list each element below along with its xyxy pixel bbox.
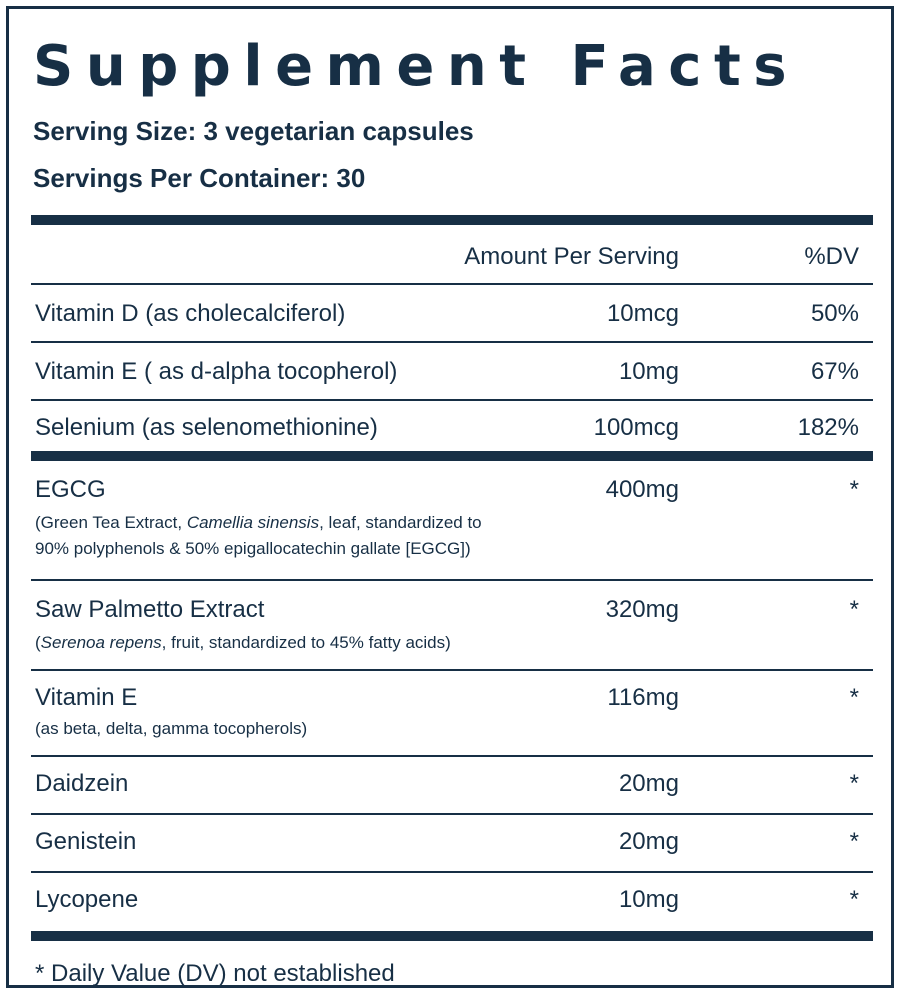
nutrient-name: Vitamin D (as cholecalciferol): [35, 300, 346, 327]
nutrient-amount: 320mg: [605, 596, 679, 623]
nutrient-row: Vitamin D (as cholecalciferol) 10mcg 50%: [31, 287, 873, 341]
divider: [31, 399, 873, 401]
column-header: Amount Per Serving %DV: [31, 231, 873, 283]
nutrient-amount: 20mg: [618, 828, 679, 855]
nutrient-amount: 10mg: [618, 886, 679, 913]
nutrient-name: Daidzein: [35, 770, 129, 797]
nutrient-dv: *: [849, 684, 859, 711]
nutrient-name: Vitamin E: [35, 684, 138, 711]
servings-per-container: Servings Per Container: 30: [33, 163, 366, 193]
nutrient-name: Lycopene: [35, 886, 139, 913]
nutrient-row: Saw Palmetto Extract 320mg * (Serenoa re…: [31, 583, 873, 669]
nutrient-row: Vitamin E 116mg * (as beta, delta, gamma…: [31, 671, 873, 755]
serving-size: Serving Size: 3 vegetarian capsules: [33, 116, 474, 146]
nutrient-dv: 182%: [797, 414, 859, 441]
nutrient-dv: *: [849, 596, 859, 623]
panel-title: Supplement Facts: [33, 34, 800, 99]
nutrient-name: Genistein: [35, 828, 137, 855]
thick-divider: [31, 931, 873, 941]
nutrient-name: Saw Palmetto Extract: [35, 596, 265, 623]
divider: [31, 341, 873, 343]
nutrient-row: Genistein 20mg *: [31, 815, 873, 871]
nutrient-name: EGCG: [35, 476, 106, 503]
nutrient-amount: 400mg: [605, 476, 679, 503]
nutrient-amount: 116mg: [607, 684, 679, 711]
thick-divider: [31, 215, 873, 225]
nutrient-amount: 20mg: [618, 770, 679, 797]
nutrient-dv: *: [849, 828, 859, 855]
divider: [31, 871, 873, 873]
nutrient-row: Vitamin E ( as d-alpha tocopherol) 10mg …: [31, 345, 873, 399]
nutrient-dv: *: [849, 770, 859, 797]
nutrient-row: Lycopene 10mg *: [31, 873, 873, 929]
nutrient-row: EGCG 400mg * (Green Tea Extract, Camelli…: [31, 463, 873, 579]
divider: [31, 755, 873, 757]
nutrient-dv: *: [849, 476, 859, 503]
divider: [31, 283, 873, 285]
divider: [31, 669, 873, 671]
nutrient-amount: 10mcg: [606, 300, 679, 327]
divider: [31, 579, 873, 581]
thick-divider: [31, 451, 873, 461]
nutrient-detail: (Green Tea Extract, Camellia sinensis, l…: [35, 513, 482, 532]
nutrient-detail: 90% polyphenols & 50% epigallocatechin g…: [35, 539, 471, 558]
nutrient-amount: 100mcg: [593, 414, 679, 441]
nutrient-amount: 10mg: [618, 358, 679, 385]
footnote: * Daily Value (DV) not established: [35, 960, 395, 987]
dv-header: %DV: [804, 243, 859, 270]
nutrient-detail: (Serenoa repens, fruit, standardized to …: [35, 633, 451, 652]
nutrient-dv: 67%: [810, 358, 859, 385]
nutrient-row: Selenium (as selenomethionine) 100mcg 18…: [31, 401, 873, 451]
nutrient-name: Selenium (as selenomethionine): [35, 414, 378, 441]
nutrient-detail: (as beta, delta, gamma tocopherols): [35, 719, 308, 738]
divider: [31, 813, 873, 815]
nutrient-name: Vitamin E ( as d-alpha tocopherol): [35, 358, 398, 385]
supplement-facts-panel: Supplement Facts Serving Size: 3 vegetar…: [6, 6, 894, 988]
amount-per-serving-header: Amount Per Serving: [464, 243, 679, 270]
nutrient-dv: 50%: [810, 300, 859, 327]
nutrient-row: Daidzein 20mg *: [31, 757, 873, 813]
nutrient-dv: *: [849, 886, 859, 913]
